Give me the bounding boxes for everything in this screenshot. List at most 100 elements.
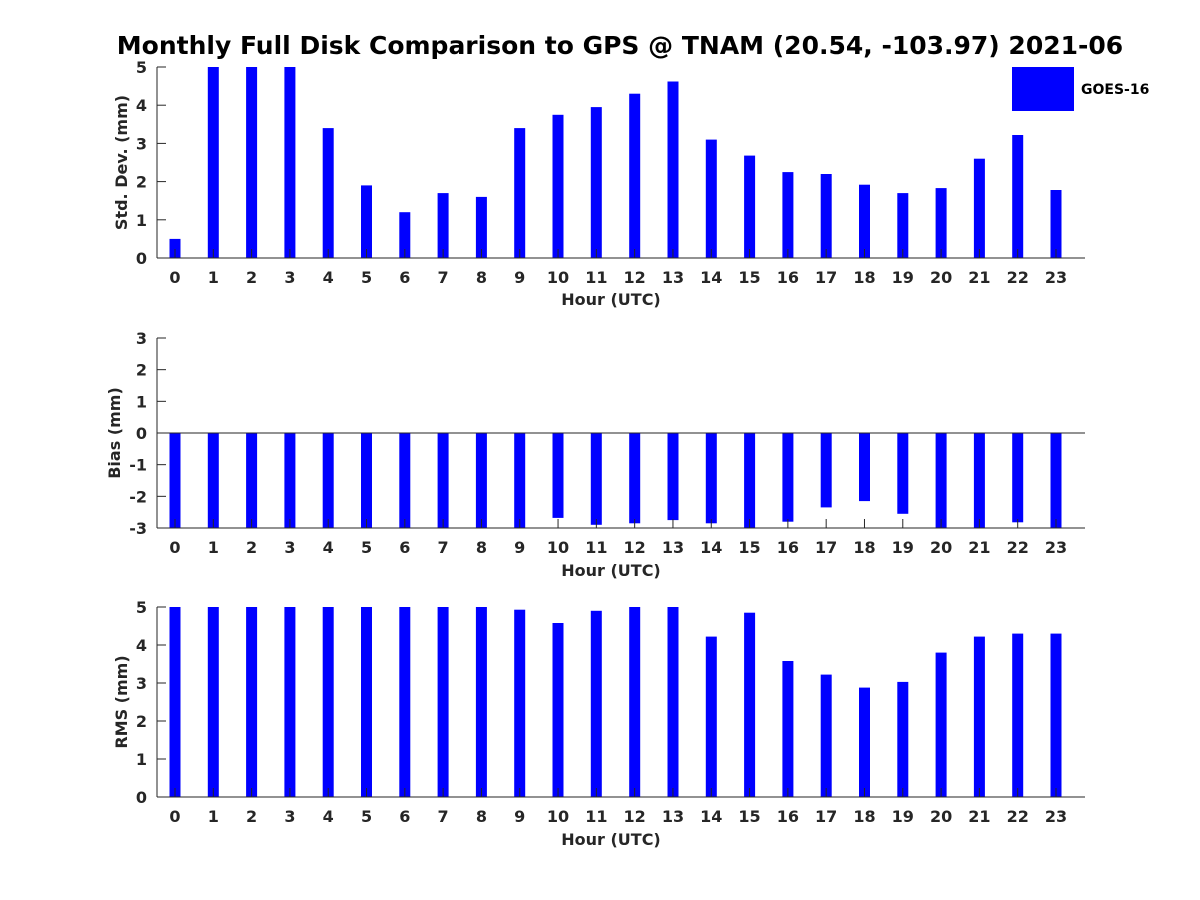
x-tick-label: 12 [624, 268, 646, 287]
y-tick-label: 3 [136, 674, 147, 693]
x-tick-label: 16 [777, 538, 799, 557]
bar [399, 607, 411, 797]
x-tick-label: 12 [624, 807, 646, 826]
y-tick-label: 5 [136, 58, 147, 77]
x-tick-label: 11 [585, 807, 607, 826]
bar [1012, 135, 1024, 258]
x-tick-label: 22 [1007, 807, 1029, 826]
x-tick-label: 15 [738, 807, 760, 826]
x-tick-label: 21 [968, 538, 990, 557]
x-tick-label: 8 [476, 538, 487, 557]
bar [361, 607, 372, 797]
legend-label: GOES-16 [1081, 82, 1149, 98]
bar [207, 607, 219, 797]
x-tick-label: 18 [853, 538, 875, 557]
bar [859, 184, 870, 258]
x-tick-label: 20 [930, 807, 952, 826]
x-tick-label: 19 [892, 538, 914, 557]
bar [590, 610, 602, 797]
bar [246, 607, 258, 797]
y-tick-label: 3 [136, 134, 147, 153]
x-tick-label: 13 [662, 268, 684, 287]
bar [897, 681, 909, 797]
y-axis-label: Bias (mm) [105, 387, 124, 479]
bar [705, 636, 717, 797]
x-tick-label: 0 [169, 538, 180, 557]
x-tick-label: 11 [585, 268, 607, 287]
x-tick-label: 16 [777, 268, 799, 287]
bar [475, 607, 487, 797]
bar [437, 193, 449, 258]
rms-panel: 0 1 2 3 4 5 6 7 8 9 10 11 12 13 14 15 16 17 18 19 20 21 22 2301… [112, 598, 1085, 849]
x-tick-label: 7 [438, 538, 449, 557]
x-tick-label: 6 [399, 807, 410, 826]
bar [935, 188, 947, 258]
bar [1050, 190, 1062, 258]
x-tick-label: 20 [930, 268, 952, 287]
x-tick-label: 3 [284, 807, 295, 826]
bar [1050, 633, 1062, 797]
bar [590, 433, 602, 525]
x-tick-label: 17 [815, 807, 837, 826]
bar [552, 433, 564, 518]
bar [705, 433, 717, 524]
bar [667, 433, 679, 521]
x-tick-label: 14 [700, 268, 722, 287]
x-tick-label: 5 [361, 538, 372, 557]
bias-panel: 0 1 2 3 4 5 6 7 8 9 10 11 12 13 14 15 16 17 18 19 20 21 22 23-3… [105, 329, 1085, 580]
x-tick-label: 2 [246, 538, 257, 557]
y-tick-label: 1 [136, 392, 147, 411]
x-tick-label: 12 [624, 538, 646, 557]
x-tick-label: 5 [361, 268, 372, 287]
x-tick-label: 10 [547, 538, 569, 557]
y-axis-label: RMS (mm) [112, 655, 131, 748]
bar [399, 212, 411, 258]
bar [782, 433, 794, 522]
y-tick-label: 1 [136, 750, 147, 769]
x-tick-label: 4 [323, 538, 334, 557]
bar [399, 433, 411, 528]
bar [284, 607, 296, 797]
x-tick-label: 8 [476, 807, 487, 826]
bar [667, 607, 679, 797]
x-tick-label: 17 [815, 538, 837, 557]
x-tick-label: 5 [361, 807, 372, 826]
y-tick-label: 2 [136, 361, 147, 380]
bar [897, 193, 909, 258]
bar [859, 687, 870, 797]
legend: GOES-16 [1012, 67, 1149, 111]
x-tick-label: 11 [585, 538, 607, 557]
x-tick-label: 1 [208, 268, 219, 287]
y-axis-label: Std. Dev. (mm) [112, 95, 131, 230]
bar [552, 623, 564, 797]
bar [935, 652, 947, 797]
x-tick-label: 1 [208, 807, 219, 826]
bar [475, 196, 487, 258]
bar [973, 636, 985, 797]
y-tick-label: 1 [136, 211, 147, 230]
bar [744, 155, 756, 258]
x-tick-label: 14 [700, 807, 722, 826]
bar [514, 128, 526, 258]
x-tick-label: 14 [700, 538, 722, 557]
x-axis-label: Hour (UTC) [561, 561, 661, 580]
x-tick-label: 15 [738, 538, 760, 557]
x-tick-label: 2 [246, 268, 257, 287]
x-tick-label: 2 [246, 807, 257, 826]
y-tick-label: 4 [136, 636, 147, 655]
bar [207, 67, 219, 258]
bar [322, 433, 334, 528]
y-tick-label: 5 [136, 598, 147, 617]
y-tick-label: 2 [136, 173, 147, 192]
bar [973, 158, 985, 258]
y-tick-label: 2 [136, 712, 147, 731]
x-tick-label: 9 [514, 268, 525, 287]
x-tick-label: 18 [853, 268, 875, 287]
y-tick-label: 0 [136, 788, 147, 807]
bar [207, 433, 219, 528]
bar [361, 185, 372, 258]
x-tick-label: 21 [968, 807, 990, 826]
x-tick-label: 10 [547, 268, 569, 287]
y-tick-label: 0 [136, 424, 147, 443]
